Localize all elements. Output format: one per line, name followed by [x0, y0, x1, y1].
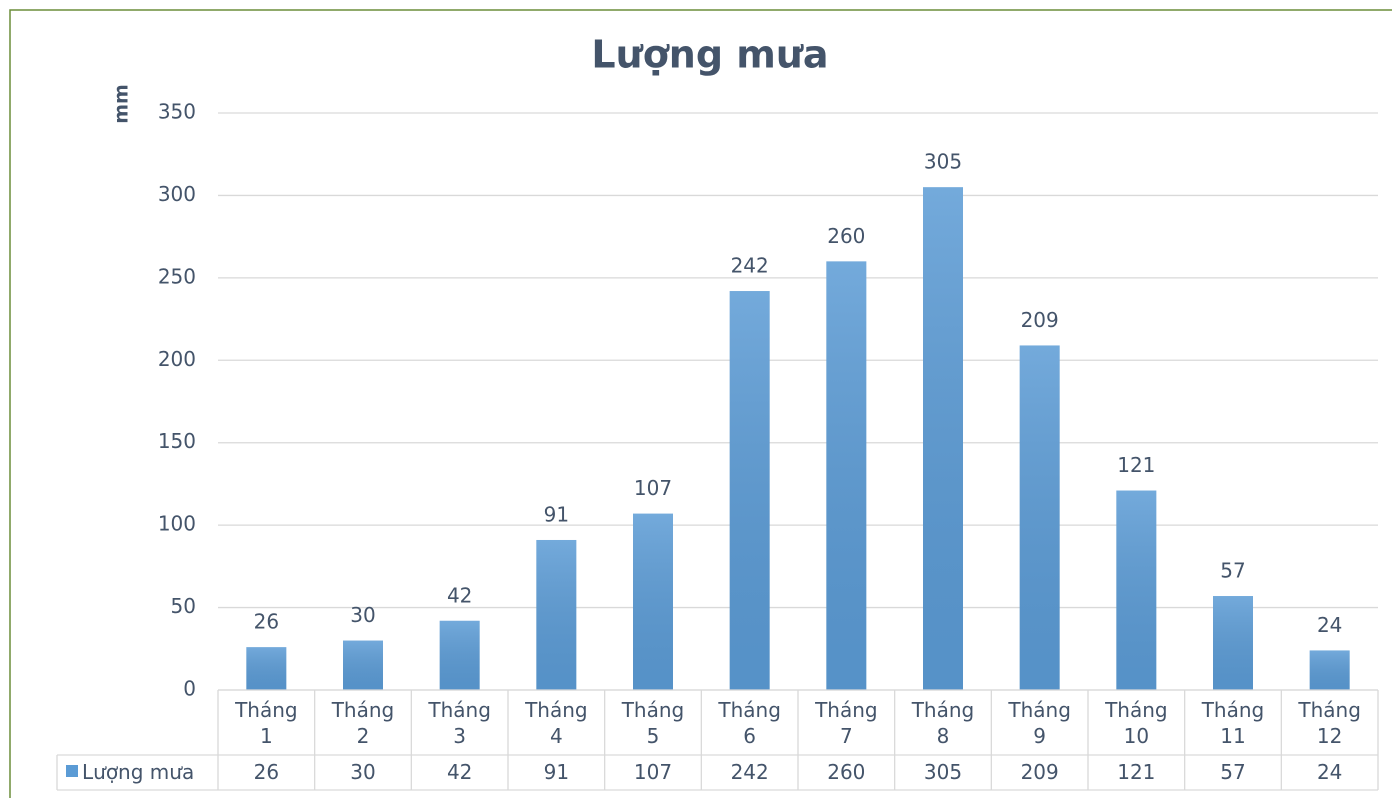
table-value: 305 [924, 760, 962, 784]
table-value: 242 [731, 760, 769, 784]
bar-shade [826, 261, 867, 690]
bar-shade [633, 513, 673, 690]
bar-shade [1309, 650, 1350, 690]
data-label: 24 [1317, 613, 1342, 637]
x-tick-box: Tháng 3 [428, 697, 491, 748]
bar-shade [923, 187, 963, 690]
y-tick-label: 50 [171, 594, 196, 618]
x-tick-label: Tháng 1 [235, 697, 298, 748]
table-value: 91 [544, 760, 569, 784]
x-tick-label: Tháng 11 [1201, 697, 1265, 748]
data-label: 242 [731, 254, 769, 278]
x-tick-label: Tháng 7 [815, 697, 878, 748]
data-label: 42 [447, 583, 472, 607]
data-label: 26 [254, 610, 279, 634]
y-tick-label: 350 [158, 100, 196, 124]
bar-shade [246, 647, 287, 690]
bar-shade [536, 539, 577, 690]
x-tick-box: Tháng 10 [1105, 697, 1168, 748]
y-tick-label: 300 [158, 182, 196, 206]
chart-title: Lượng mưa [591, 33, 828, 77]
table-value: 121 [1117, 760, 1155, 784]
x-tick-label: Tháng 3 [428, 697, 491, 748]
bar-shade [729, 291, 770, 690]
y-axis-label: mm [111, 84, 133, 124]
x-tick-box: Tháng 6 [718, 697, 781, 748]
data-label: 57 [1220, 559, 1245, 583]
x-tick-box: Tháng 4 [525, 697, 588, 748]
frame [9, 9, 1392, 798]
x-tick-label: Tháng 2 [331, 697, 395, 748]
x-tick-label: Tháng 4 [525, 697, 588, 748]
x-tick-label: Tháng 12 [1298, 697, 1361, 748]
bar-shade [1019, 345, 1060, 690]
bar-shade [1213, 596, 1253, 690]
table-value: 42 [447, 760, 472, 784]
y-tick-label: 150 [158, 429, 196, 453]
x-tick-label: Tháng 8 [911, 697, 975, 748]
data-label: 260 [827, 224, 865, 248]
data-label: 91 [544, 502, 569, 526]
table-value: 57 [1220, 760, 1245, 784]
x-tick-box: Tháng 1 [235, 697, 298, 748]
table-value: 24 [1317, 760, 1342, 784]
x-tick-label: Tháng 9 [1008, 697, 1071, 748]
bar-shade [1116, 490, 1157, 690]
data-label: 121 [1117, 453, 1155, 477]
x-tick-box: Tháng 11 [1201, 697, 1265, 748]
x-tick-label: Tháng 6 [718, 697, 781, 748]
x-tick-box: Tháng 9 [1008, 697, 1071, 748]
data-label: 30 [350, 603, 375, 627]
table-value: 107 [634, 760, 672, 784]
data-label: 305 [924, 150, 962, 174]
data-label: 209 [1021, 308, 1059, 332]
table-value: 26 [254, 760, 279, 784]
x-tick-label: Tháng 5 [621, 697, 685, 748]
data-label: 107 [634, 476, 672, 500]
y-tick-label: 200 [158, 347, 196, 371]
y-tick-label: 250 [158, 264, 196, 288]
legend-label: Lượng mưa [82, 760, 194, 784]
bar-shade [343, 640, 383, 690]
x-tick-label: Tháng 10 [1105, 697, 1168, 748]
x-tick-box: Tháng 2 [331, 697, 395, 748]
y-tick-label: 100 [158, 512, 196, 536]
table-value: 209 [1021, 760, 1059, 784]
table-value: 30 [350, 760, 375, 784]
legend-key [66, 765, 78, 777]
x-tick-box: Tháng 12 [1298, 697, 1361, 748]
table-value: 260 [827, 760, 865, 784]
x-tick-box: Tháng 8 [911, 697, 975, 748]
x-tick-box: Tháng 7 [815, 697, 878, 748]
y-tick-label: 0 [183, 677, 196, 701]
bar-shade [439, 620, 480, 690]
x-tick-box: Tháng 5 [621, 697, 685, 748]
